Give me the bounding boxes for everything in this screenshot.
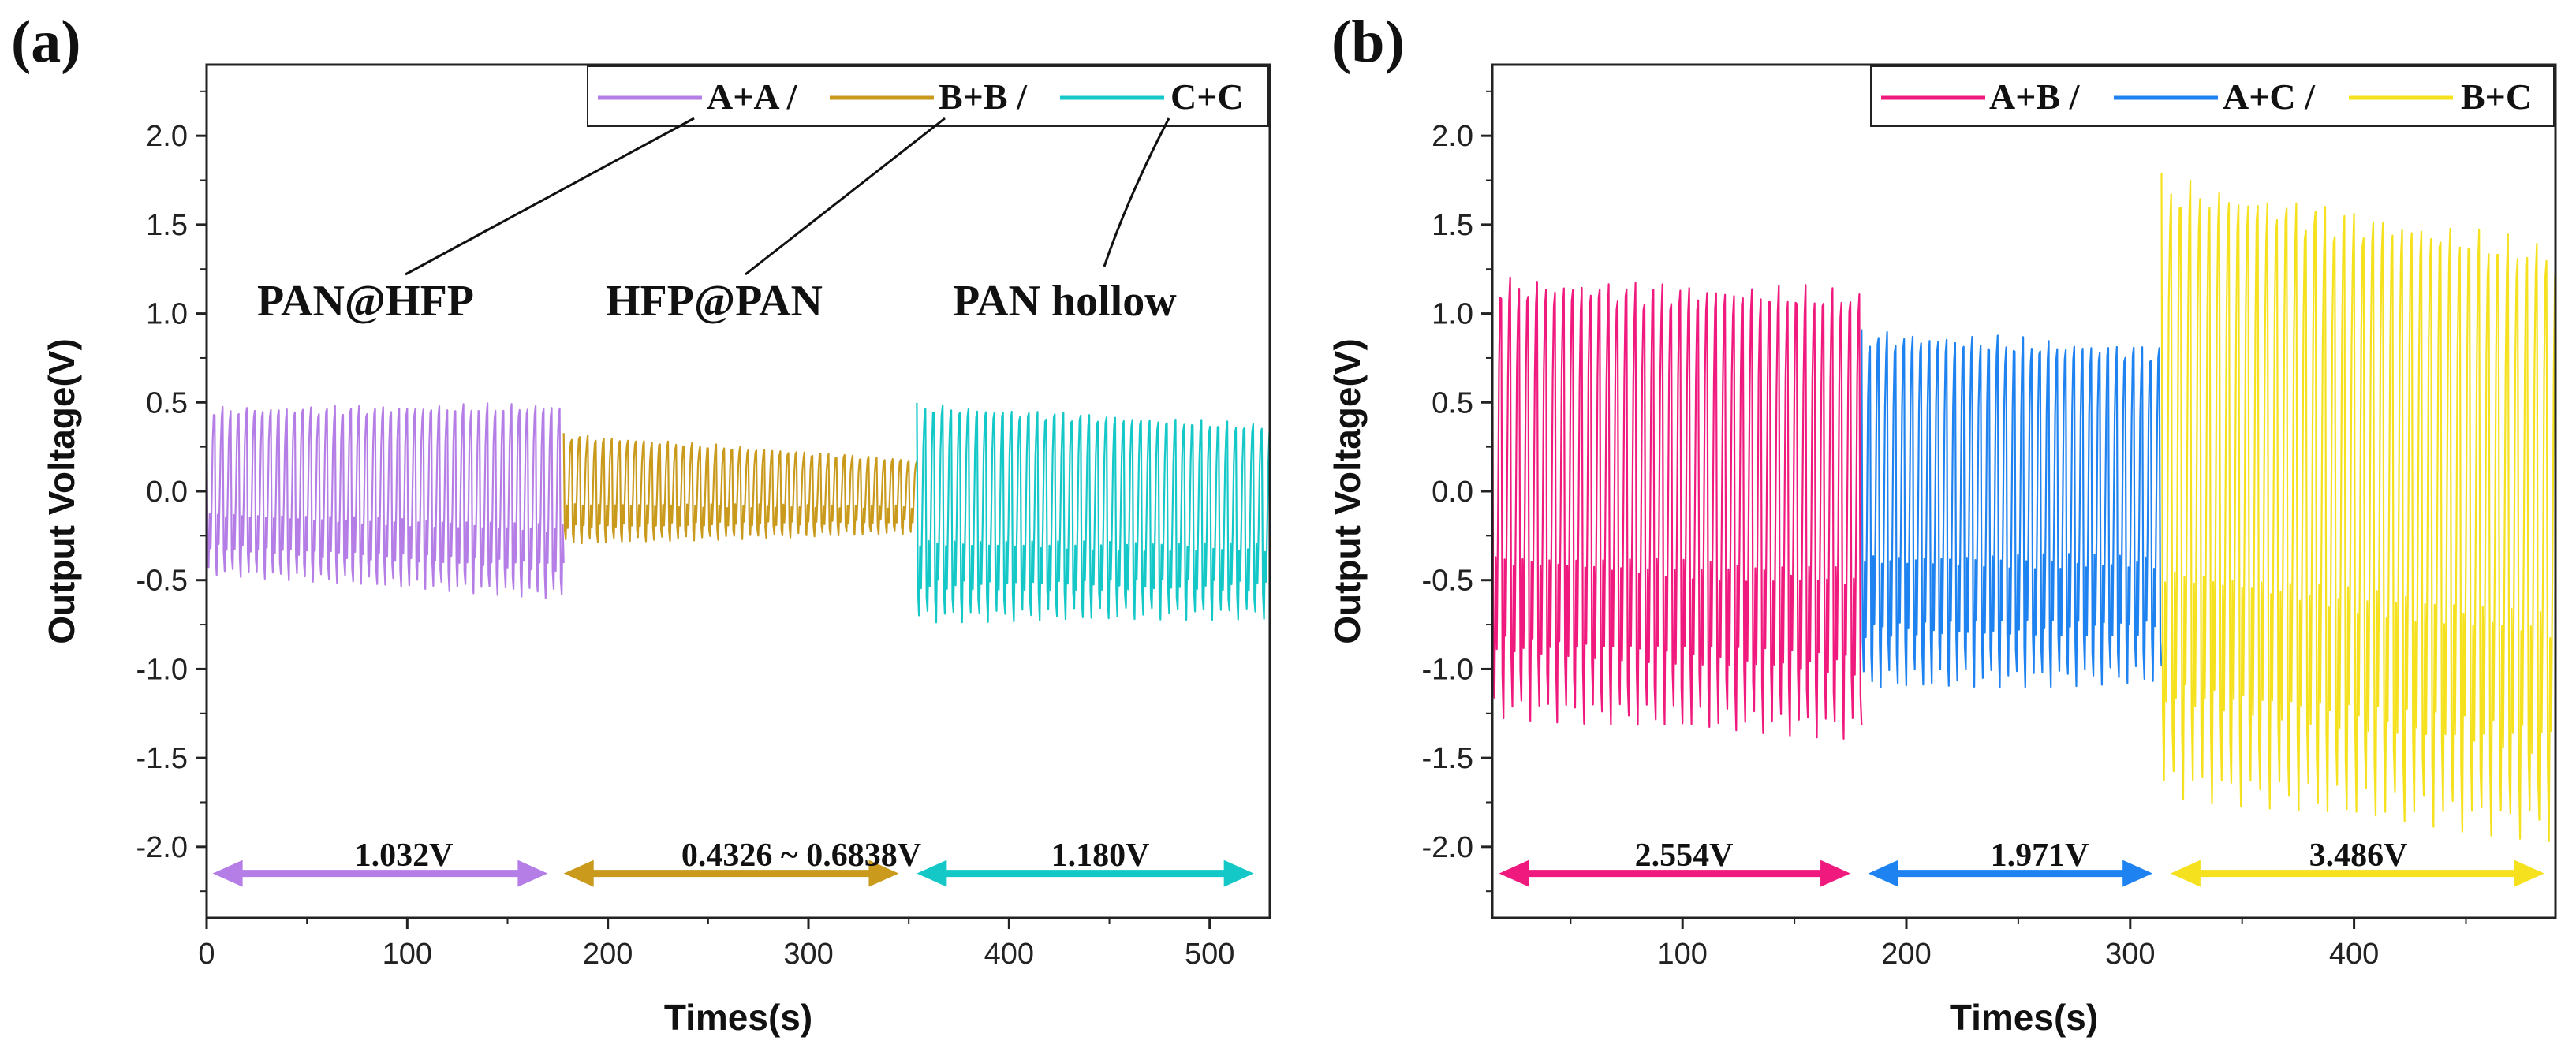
- annotation-pan-hollow: PAN hollow: [953, 277, 1177, 326]
- legend-label-cc: C+C: [1170, 76, 1244, 117]
- panel-b-legend: A+B / A+C / B+C: [1870, 65, 2555, 127]
- panel-a-x-axis-title: Times(s): [664, 997, 812, 1038]
- y-tick-label-a: -1.5: [136, 742, 188, 775]
- annotation-leader-pan-hfp: [405, 117, 695, 276]
- arrow-label-2554: 2.554V: [1635, 837, 1734, 874]
- panel-b-series-layer: [1491, 173, 2556, 842]
- legend-label-bc: B+C: [2461, 76, 2532, 117]
- range-arrow-b-1: [1868, 860, 2153, 887]
- x-tick-label-b-300: 300: [2105, 938, 2155, 971]
- series-trace-b-1: [1861, 329, 2163, 688]
- y-tick-label-a: 0.5: [146, 386, 188, 420]
- range-arrow-b-0: [1499, 860, 1851, 887]
- annotation-leader-hfp-pan: [745, 117, 946, 276]
- y-tick-label-b: 2.0: [1432, 120, 1473, 153]
- x-tick-label-a-100: 100: [383, 938, 432, 971]
- annotation-hfp-pan: HFP@PAN: [606, 277, 823, 326]
- arrow-label-1971: 1.971V: [1991, 837, 2089, 874]
- panel-b-y-axis-title: Output Voltage(V): [1327, 338, 1368, 644]
- x-tick-label-a-300: 300: [783, 938, 833, 971]
- panel-a-ticks-layer: 0 100 200 300 400 500 -2.0 -1.5 -1.0 -0.5 0.0 0.5 1.…: [136, 90, 1234, 971]
- legend-label-bb: B+B /: [939, 76, 1028, 117]
- range-arrow-a-1: [563, 860, 899, 887]
- y-tick-label-a: 1.5: [146, 209, 188, 242]
- x-tick-label-a-0: 0: [198, 938, 215, 971]
- arrow-label-3486: 3.486V: [2309, 837, 2408, 874]
- panel-a-annotations: PAN@HFP HFP@PAN PAN hollow: [257, 117, 1177, 326]
- range-arrow-a-0: [212, 860, 548, 887]
- x-tick-label-a-200: 200: [583, 938, 633, 971]
- x-tick-label-a-500: 500: [1185, 938, 1234, 971]
- annotation-leader-pan-hollow: [1103, 117, 1170, 267]
- y-tick-label-b: 1.0: [1432, 298, 1473, 331]
- series-trace-a-2: [916, 402, 1271, 624]
- series-trace-b-0: [1491, 276, 1863, 740]
- annotation-pan-hfp: PAN@HFP: [257, 277, 474, 326]
- y-tick-label-a: 1.0: [146, 298, 188, 331]
- panel-a-label: (a): [11, 9, 81, 75]
- panel-a-y-axis-title: Output Voltage(V): [41, 338, 82, 644]
- y-tick-label-b: -2.0: [1422, 831, 1473, 864]
- x-tick-label-b-100: 100: [1658, 938, 1708, 971]
- y-tick-label-b: 0.5: [1432, 386, 1473, 420]
- y-tick-label-b: -0.5: [1422, 565, 1473, 598]
- legend-label-ab: A+B /: [1989, 76, 2081, 117]
- y-tick-label-b: 1.5: [1432, 209, 1473, 242]
- y-tick-label-a: 2.0: [146, 120, 188, 153]
- y-tick-label-b: -1.5: [1422, 742, 1473, 775]
- y-tick-label-b: -1.0: [1422, 653, 1473, 686]
- y-tick-label-a: -1.0: [136, 653, 188, 686]
- legend-label-ac: A+C /: [2223, 76, 2316, 117]
- arrow-label-0432-0684: 0.4326 ~ 0.6838V: [681, 837, 921, 874]
- range-arrow-b-2: [2170, 860, 2544, 887]
- series-trace-a-1: [562, 433, 918, 545]
- arrow-label-1180: 1.180V: [1051, 837, 1150, 874]
- panel-b-ticks-layer: 100 200 300 400 -2.0 -1.5 -1.0 -0.5 0.0 0.5 1.0 1.5…: [1422, 90, 2467, 971]
- x-tick-label-b-200: 200: [1881, 938, 1931, 971]
- legend-label-aa: A+A /: [707, 76, 798, 117]
- x-tick-label-a-400: 400: [984, 938, 1034, 971]
- y-tick-label-a: -2.0: [136, 831, 188, 864]
- panel-a: (a) 0 100 200 300 400 500-2.0-1.5-1.0-0.50.00…: [11, 9, 1271, 1038]
- panel-a-legend: A+A / B+B / C+C: [587, 65, 1269, 127]
- panel-b: (b) 100 200 300 400 -2.0 -1.5 -1.0 -0.5 0.0 0.5 1.…: [1327, 9, 2557, 1038]
- range-arrow-a-2: [917, 860, 1254, 887]
- y-tick-label-a: -0.5: [136, 565, 188, 598]
- y-tick-label-a: 0.0: [146, 476, 188, 509]
- panel-a-series-layer: [205, 402, 1271, 624]
- panel-b-x-axis-title: Times(s): [1950, 997, 2098, 1038]
- series-trace-b-2: [2160, 173, 2556, 842]
- panel-b-arrows-layer: [1499, 860, 2544, 887]
- x-tick-label-b-400: 400: [2329, 938, 2379, 971]
- panel-a-arrows-layer: [212, 860, 1254, 887]
- y-tick-label-b: 0.0: [1432, 476, 1473, 509]
- series-trace-a-0: [205, 402, 565, 599]
- panel-b-label: (b): [1331, 9, 1405, 75]
- arrow-label-1032: 1.032V: [355, 837, 454, 874]
